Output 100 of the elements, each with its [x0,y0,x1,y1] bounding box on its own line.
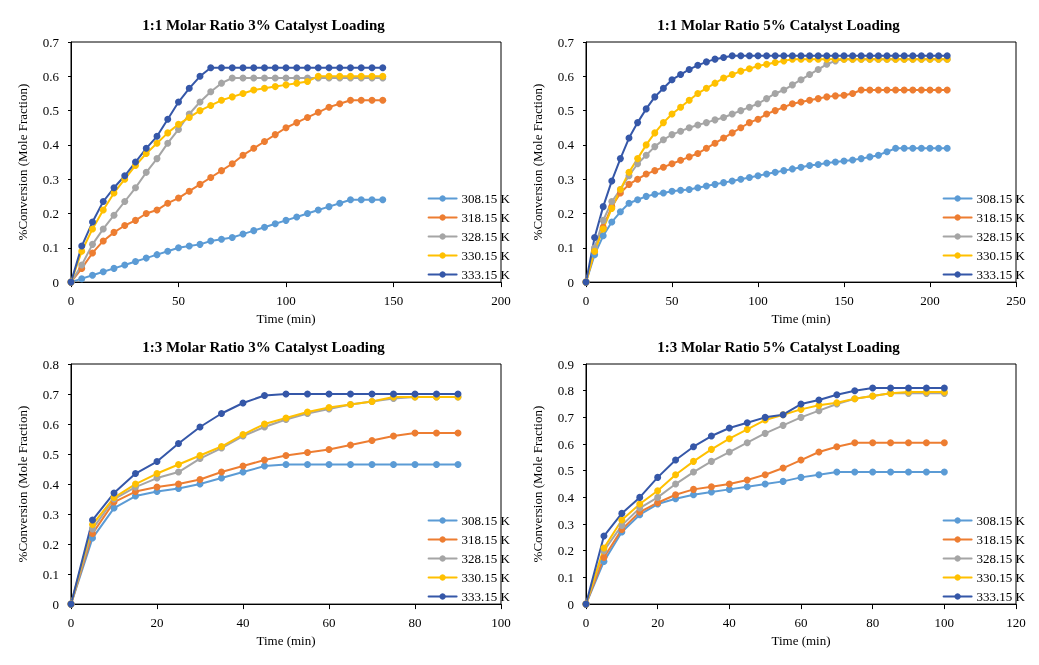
point [728,52,736,60]
point [763,170,771,178]
point [325,203,333,211]
point [164,247,172,255]
legend-label: 308.15 K [976,191,1026,206]
point [831,158,839,166]
point [271,64,279,72]
point [672,480,680,488]
point [608,198,616,205]
point [304,210,311,217]
x-tick-label: 0 [67,293,75,309]
point [636,500,644,508]
y-tick-label: 0.2 [42,206,59,221]
point [690,457,697,465]
point [668,187,676,195]
y-tick-label: 0.1 [557,240,574,256]
y-tick-label: 0 [567,596,574,612]
point [797,413,805,421]
y-tick-label: 0 [52,596,59,612]
point [659,163,667,171]
point [922,439,930,447]
point [175,480,182,488]
point [702,182,710,190]
point [99,268,107,276]
x-tick-label: 100 [748,293,768,309]
point [357,64,365,72]
y-tick-label: 0.6 [557,68,575,84]
legend-label: 333.15 K [976,267,1026,282]
point [940,439,948,447]
point [261,462,268,470]
point [672,456,680,464]
point [110,184,118,192]
point [725,435,733,443]
point [218,167,225,175]
point [690,443,697,451]
point [99,237,107,245]
x-tick-label: 50 [172,293,185,309]
point [788,100,796,108]
legend-label: 330.15 K [976,570,1026,585]
x-tick-label: 0 [582,615,590,631]
point [677,103,685,111]
point [668,76,676,84]
point [357,96,365,104]
point [207,237,215,245]
point [175,440,182,448]
point [261,456,268,464]
point [271,74,279,82]
point [905,384,912,392]
point [207,173,215,181]
x-tick-label: 100 [276,293,296,309]
point [642,105,650,113]
point [823,159,831,167]
point [368,196,376,204]
point [78,275,86,283]
point [196,180,204,188]
point [737,107,745,115]
y-tick-label: 0.2 [557,543,574,559]
legend-label: 330.15 K [461,248,511,263]
point [282,64,290,72]
point [642,151,650,159]
point [618,516,626,524]
point [771,168,779,176]
point [390,432,397,440]
point [761,471,769,479]
point [763,60,771,68]
point [325,446,333,454]
point [866,86,874,94]
point [874,86,882,94]
y-tick-label: 0.7 [557,409,575,425]
point [608,218,616,226]
point [745,52,753,60]
point [814,95,822,103]
point [900,86,908,94]
point [720,53,728,61]
point [634,175,642,183]
point [771,107,779,115]
y-tick-label: 0.4 [42,476,60,492]
point [725,480,733,488]
y-tick-label: 0.6 [557,436,575,452]
point [935,144,943,152]
point [745,173,753,181]
point [806,71,814,79]
point [282,216,290,224]
point [851,439,859,447]
legend-label: 308.15 K [461,513,511,528]
point [239,64,247,72]
point [779,477,787,485]
point [271,220,279,228]
point [164,115,172,123]
point [659,84,667,92]
point [745,119,753,127]
point [293,213,301,221]
x-tick-label: 60 [322,615,336,631]
point [745,103,753,111]
point [616,208,624,216]
point [89,240,96,248]
x-tick-label: 50 [665,293,679,309]
point [763,110,771,118]
point [788,81,796,89]
point [922,384,930,392]
